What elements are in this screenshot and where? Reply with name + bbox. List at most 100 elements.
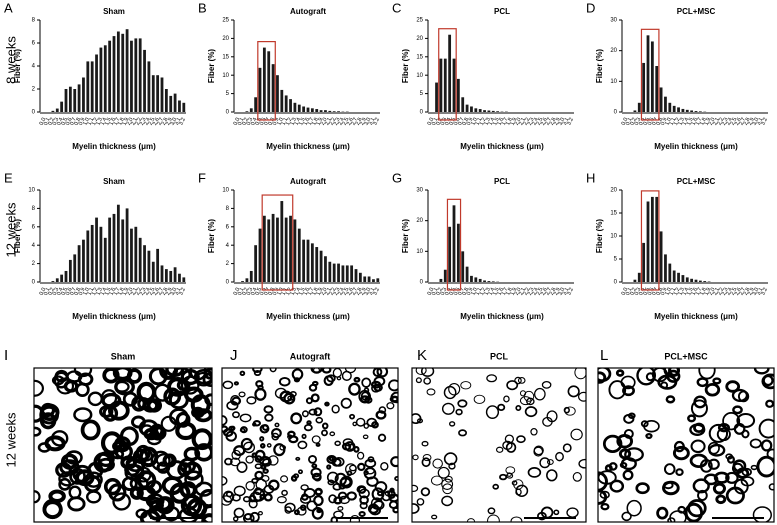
x-tick-label: 1.6 [302, 287, 311, 296]
bar [112, 213, 116, 282]
axon [261, 458, 272, 467]
bar [470, 275, 473, 282]
axon [230, 394, 241, 406]
axon [125, 458, 145, 478]
axon [147, 434, 162, 446]
axon [184, 470, 204, 489]
axon [326, 374, 336, 383]
axon [295, 456, 301, 461]
axon [375, 410, 387, 420]
bar [319, 250, 323, 282]
bar [51, 281, 55, 282]
bar [125, 208, 129, 282]
axon [332, 483, 342, 491]
x-tick-label: 0.8 [268, 117, 277, 126]
bar [289, 215, 292, 282]
x-tick-label: 1.3 [289, 287, 298, 296]
micrograph-frame [33, 367, 213, 523]
axon [684, 502, 704, 522]
highlight-box [640, 190, 660, 291]
bar [694, 111, 698, 112]
axon [722, 411, 741, 431]
image-title: PCL+MSC [664, 351, 708, 361]
bar [68, 259, 72, 282]
bar [703, 281, 707, 282]
axon [574, 368, 586, 380]
bar [315, 247, 319, 282]
bar [245, 111, 249, 112]
bar [664, 96, 667, 112]
panel-letter: C [392, 0, 401, 15]
y-tick-label: 15 [416, 54, 423, 60]
bar [51, 110, 55, 112]
x-tick-label: 1.2 [91, 117, 100, 126]
axon [262, 424, 269, 431]
axon [741, 467, 752, 477]
y-axis-label: Fiber (%) [401, 49, 410, 84]
axon [297, 469, 303, 475]
axon [257, 511, 263, 516]
axon [712, 482, 726, 495]
bar [470, 106, 473, 112]
x-tick-label: 0.1 [43, 117, 52, 126]
axon [412, 503, 420, 514]
axon [330, 516, 338, 522]
axon [334, 440, 341, 447]
bar [86, 61, 90, 112]
x-tick-label: 3.2 [566, 117, 575, 126]
x-tick-label: 3.2 [178, 117, 187, 126]
bar [324, 256, 327, 282]
y-tick-label: 20 [416, 36, 423, 42]
x-tick-label: 2.8 [743, 287, 752, 296]
axon [687, 414, 697, 423]
axon [689, 453, 709, 469]
axon [534, 387, 546, 401]
axon [386, 402, 395, 410]
x-tick-label: 1.7 [307, 287, 316, 296]
x-tick-label: 2.4 [531, 287, 540, 296]
x-tick-label: 2.7 [350, 117, 359, 126]
axon [103, 477, 122, 496]
axon [626, 499, 642, 517]
x-tick-label: 1.1 [281, 287, 290, 296]
bar [659, 231, 663, 282]
axon [420, 487, 431, 497]
x-tick-label: 2.8 [161, 117, 170, 126]
bar [160, 265, 164, 282]
axon [578, 458, 586, 469]
axon [308, 455, 318, 464]
bar [116, 204, 120, 282]
x-tick-label: 3.0 [752, 287, 761, 296]
bar [289, 99, 292, 112]
axon [224, 457, 233, 466]
x-tick-label: 2.1 [712, 117, 721, 126]
axon [297, 440, 308, 450]
bar [169, 95, 173, 112]
y-tick-label: 0 [32, 280, 36, 286]
x-tick-label: 2.9 [553, 287, 562, 296]
axon [415, 377, 422, 384]
axon [326, 471, 339, 484]
x-tick-label: 1.6 [302, 117, 311, 126]
image-title: Sham [111, 351, 136, 361]
y-tick-label: 8 [32, 18, 36, 24]
bar [125, 29, 129, 113]
micrograph-frame [411, 367, 587, 523]
micrograph-bg [412, 368, 586, 522]
x-tick-label: 0.0 [39, 287, 48, 296]
axon [300, 484, 309, 491]
x-tick-label: 2.8 [549, 117, 558, 126]
y-tick-label: 8 [226, 206, 230, 212]
axon [337, 491, 348, 500]
y-tick-label: 10 [416, 73, 423, 79]
axon [564, 406, 576, 416]
axon [390, 456, 398, 468]
bar [465, 104, 469, 112]
x-tick-label: 1.0 [470, 287, 479, 296]
x-tick-label: 0.9 [78, 287, 87, 296]
axon [504, 434, 515, 444]
x-tick-label: 1.0 [276, 287, 285, 296]
axon [301, 433, 307, 440]
bar [276, 75, 279, 112]
x-tick-label: 2.8 [549, 287, 558, 296]
